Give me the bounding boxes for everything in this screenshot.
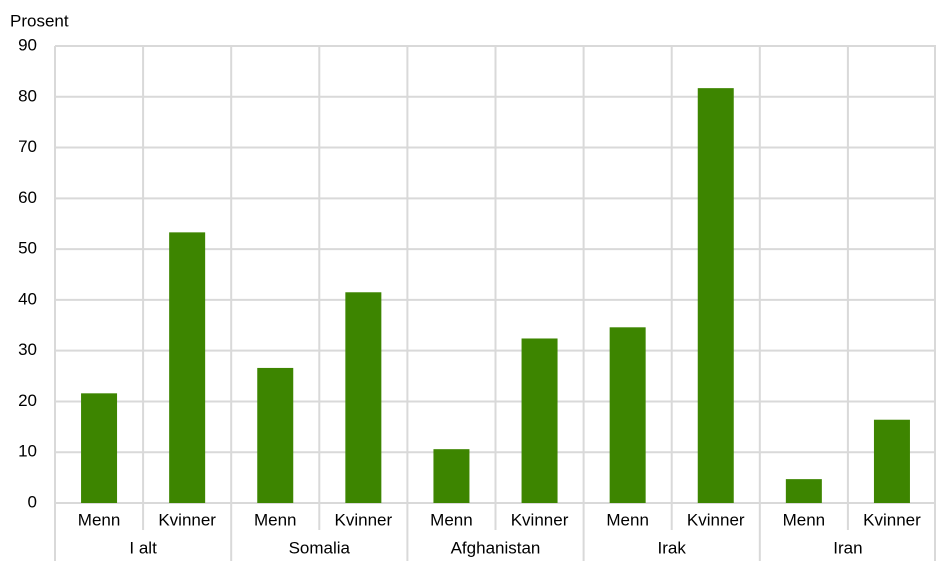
x-tick-label: Menn xyxy=(254,510,297,529)
bar xyxy=(433,449,470,503)
bar xyxy=(81,393,118,503)
bar xyxy=(785,479,822,503)
y-tick-label: 20 xyxy=(18,391,37,410)
y-tick-label: 50 xyxy=(18,239,37,258)
x-tick-label: Menn xyxy=(606,510,649,529)
y-tick-label: 30 xyxy=(18,340,37,359)
bar xyxy=(521,338,558,503)
group-label: Iran xyxy=(833,538,862,557)
group-label: Somalia xyxy=(289,538,351,557)
y-tick-label: 40 xyxy=(18,289,37,308)
x-tick-label: Menn xyxy=(783,510,826,529)
y-tick-label: 90 xyxy=(18,35,37,54)
x-tick-label: Menn xyxy=(78,510,121,529)
x-tick-label: Kvinner xyxy=(511,510,569,529)
y-tick-label: 70 xyxy=(18,137,37,156)
x-tick-label: Kvinner xyxy=(335,510,393,529)
y-tick-label: 10 xyxy=(18,442,37,461)
x-tick-label: Kvinner xyxy=(158,510,216,529)
x-tick-label: Menn xyxy=(430,510,473,529)
bar xyxy=(169,232,206,504)
y-axis-label: Prosent xyxy=(10,11,69,30)
group-label: Afghanistan xyxy=(451,538,541,557)
y-tick-label: 0 xyxy=(28,492,37,511)
group-label: I alt xyxy=(129,538,157,557)
bar xyxy=(257,367,294,503)
y-tick-label: 80 xyxy=(18,86,37,105)
y-tick-label: 60 xyxy=(18,188,37,207)
x-tick-label: Kvinner xyxy=(863,510,921,529)
bar xyxy=(345,292,382,503)
bar xyxy=(697,88,734,503)
x-tick-label: Kvinner xyxy=(687,510,745,529)
bar xyxy=(609,327,646,503)
bar xyxy=(873,419,910,503)
group-label: Irak xyxy=(658,538,687,557)
